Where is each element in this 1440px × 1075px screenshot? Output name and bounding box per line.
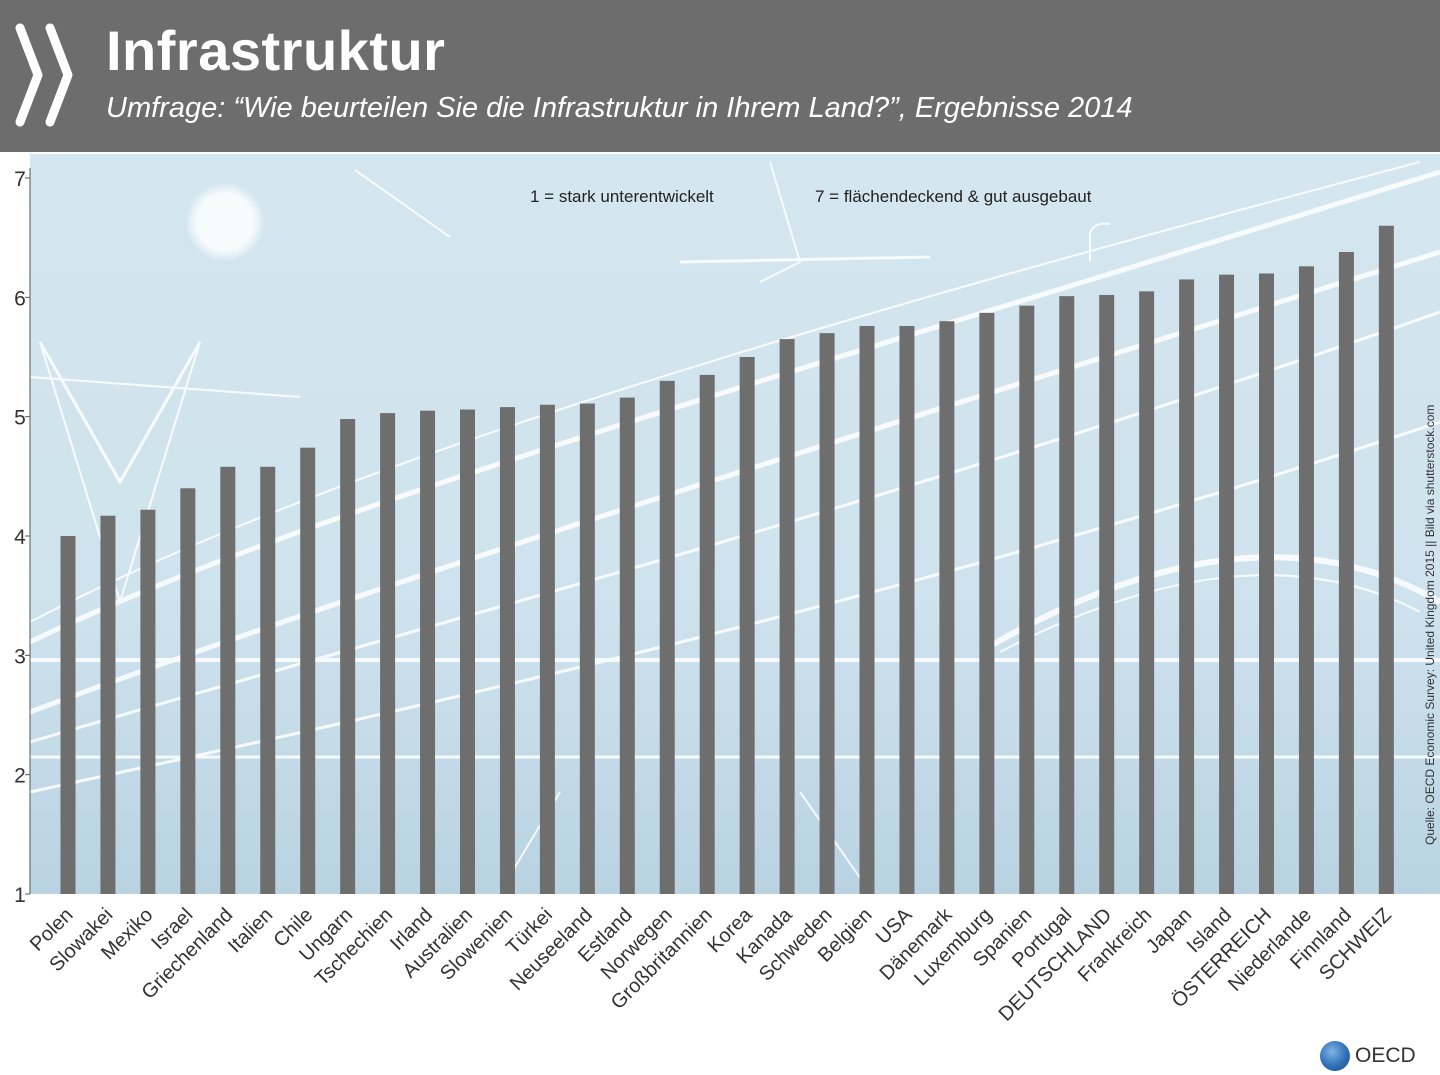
source-note: Quelle: OECD Economic Survey: United Kin… [1423,404,1437,845]
bar [100,515,116,894]
bar [1259,273,1274,894]
bar [340,419,356,894]
bar [1298,266,1314,895]
bar [619,397,635,894]
bar [939,321,955,894]
bar [539,404,555,894]
bar [579,403,595,894]
chevron-logo-icon [15,23,73,127]
y-tick-label: 7 [14,168,26,191]
bar [180,488,196,894]
scale-annotation: 7 = flächendeckend & gut ausgebaut [815,187,1092,206]
chart-title: Infrastruktur [106,19,446,82]
x-tick-label: Italien [224,904,277,957]
y-tick-label: 3 [14,645,26,668]
bar [499,407,515,894]
bar [1059,296,1075,894]
bar [460,409,475,894]
bar-chart: 1234567PolenSlowakeiMexikoIsraelGriechen… [14,154,1440,1026]
bar [779,339,795,895]
bar [380,413,396,894]
bar [1338,251,1354,894]
bar [260,466,276,894]
bar [140,509,156,894]
bar [859,325,875,894]
bar [659,380,675,894]
y-tick-label: 4 [14,526,26,549]
bar [1139,291,1155,894]
bar [979,312,995,894]
scale-annotation: 1 = stark unterentwickelt [530,187,714,206]
y-tick-label: 6 [14,287,26,310]
oecd-logo-text: OECD [1355,1044,1416,1067]
header-banner: Infrastruktur Umfrage: “Wie beurteilen S… [0,0,1440,152]
chart-subtitle: Umfrage: “Wie beurteilen Sie die Infrast… [106,92,1133,124]
bar [699,374,715,894]
sun-icon [185,182,265,262]
bar [1378,225,1394,894]
bar [1019,305,1035,894]
oecd-logo: OECD [1320,1040,1416,1072]
bar [1219,274,1235,894]
bar [300,447,316,894]
y-tick-label: 2 [14,765,26,788]
y-tick-label: 1 [14,884,26,907]
bar [739,357,755,894]
x-tick-label: Japan [1142,904,1196,958]
bar [220,466,236,894]
globe-icon [1320,1041,1350,1071]
bar [819,333,835,895]
y-tick-label: 5 [14,407,26,430]
bar [1099,294,1115,894]
bar [1179,279,1195,894]
bar [899,325,915,894]
bar [60,536,76,894]
bar [420,410,436,894]
